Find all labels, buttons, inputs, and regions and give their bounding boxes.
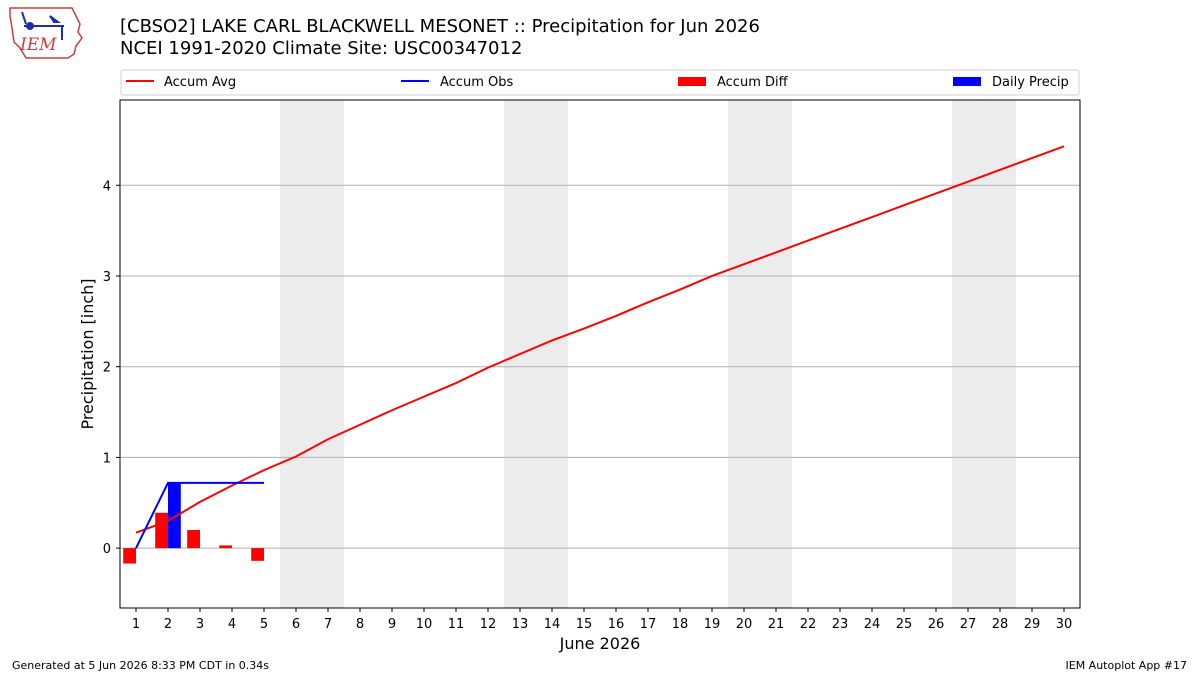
x-tick-label: 14: [544, 617, 561, 632]
y-axis: 0 1 2 3 4: [103, 179, 120, 557]
x-tick-label: 26: [928, 617, 945, 632]
x-tick-label: 28: [992, 617, 1009, 632]
chart-title-line1: [CBSO2] LAKE CARL BLACKWELL MESONET :: P…: [120, 16, 760, 37]
generated-timestamp: Generated at 5 Jun 2026 8:33 PM CDT in 0…: [12, 659, 270, 672]
x-tick-label: 11: [448, 617, 465, 632]
y-tick-label: 4: [103, 179, 111, 194]
x-tick-label: 6: [292, 617, 300, 632]
legend-daily-precip-label: Daily Precip: [992, 75, 1069, 90]
accum-diff-bar: [187, 529, 200, 549]
x-tick-label: 21: [768, 617, 785, 632]
legend-box: [120, 69, 1080, 96]
x-tick-label: 24: [864, 617, 881, 632]
y-tick-label: 0: [103, 542, 111, 557]
weekend-shade: [728, 100, 792, 608]
x-tick-label: 12: [480, 617, 497, 632]
x-tick-label: 19: [704, 617, 721, 632]
legend: Accum Avg Accum Obs Accum Diff Daily Pre…: [120, 69, 1080, 96]
x-tick-label: 7: [324, 617, 332, 632]
x-tick-label: 30: [1056, 617, 1073, 632]
x-tick-label: 17: [640, 617, 657, 632]
daily-precip-bar: [168, 482, 181, 549]
x-tick-label: 10: [416, 617, 433, 632]
x-tick-label: 3: [196, 617, 204, 632]
accum-diff-bar: [123, 548, 136, 564]
chart-title: [CBSO2] LAKE CARL BLACKWELL MESONET :: P…: [120, 16, 760, 60]
y-tick-label: 3: [103, 270, 111, 285]
x-tick-label: 5: [260, 617, 268, 632]
x-tick-label: 13: [512, 617, 529, 632]
x-tick-label: 4: [228, 617, 236, 632]
legend-accum-diff-swatch: [678, 77, 706, 86]
bars: [123, 482, 264, 564]
weekend-shade: [280, 100, 344, 608]
weekend-shade: [504, 100, 568, 608]
app-label: IEM Autoplot App #17: [1065, 659, 1188, 672]
x-tick-label: 23: [832, 617, 849, 632]
accum-avg-line: [135, 145, 1065, 534]
x-tick-label: 27: [960, 617, 977, 632]
x-tick-label: 15: [576, 617, 593, 632]
x-tick-label: 9: [388, 617, 396, 632]
y-tick-label: 1: [103, 451, 111, 466]
x-tick-label: 1: [132, 617, 140, 632]
x-tick-label: 18: [672, 617, 689, 632]
y-axis-label: Precipitation [inch]: [78, 278, 97, 429]
x-tick-label: 16: [608, 617, 625, 632]
x-axis: 1 2 3 4 5 6 7 8 9 10 11 12 13 14 15 16 17 18 19 20 21 22 23 24 2…: [132, 608, 1072, 632]
legend-accum-diff-label: Accum Diff: [717, 75, 789, 90]
chart-title-line2: NCEI 1991-2020 Climate Site: USC00347012: [120, 38, 523, 59]
x-tick-label: 25: [896, 617, 913, 632]
x-tick-label: 2: [164, 617, 172, 632]
x-tick-label: 20: [736, 617, 753, 632]
accum-diff-bar: [155, 512, 168, 549]
x-tick-label: 8: [356, 617, 364, 632]
accum-obs-line: [135, 481, 264, 549]
accum-diff-bar: [219, 545, 232, 549]
y-tick-label: 2: [103, 361, 111, 376]
accum-diff-bar: [251, 548, 264, 561]
iowa-state-outline: [9, 7, 83, 59]
legend-accum-avg-label: Accum Avg: [164, 75, 236, 90]
logo-text: IEM: [19, 35, 57, 55]
plot-frame: [119, 99, 1081, 609]
x-tick-label: 29: [1024, 617, 1041, 632]
gridlines: [120, 184, 1080, 549]
lines: [135, 145, 1065, 549]
legend-accum-obs-label: Accum Obs: [440, 75, 513, 90]
weather-station-icon: [21, 11, 64, 40]
legend-daily-precip-swatch: [953, 77, 981, 86]
weekend-shading: [280, 100, 1016, 608]
iem-logo: IEM: [9, 7, 83, 59]
x-tick-label: 22: [800, 617, 817, 632]
x-axis-label: June 2026: [559, 634, 641, 653]
